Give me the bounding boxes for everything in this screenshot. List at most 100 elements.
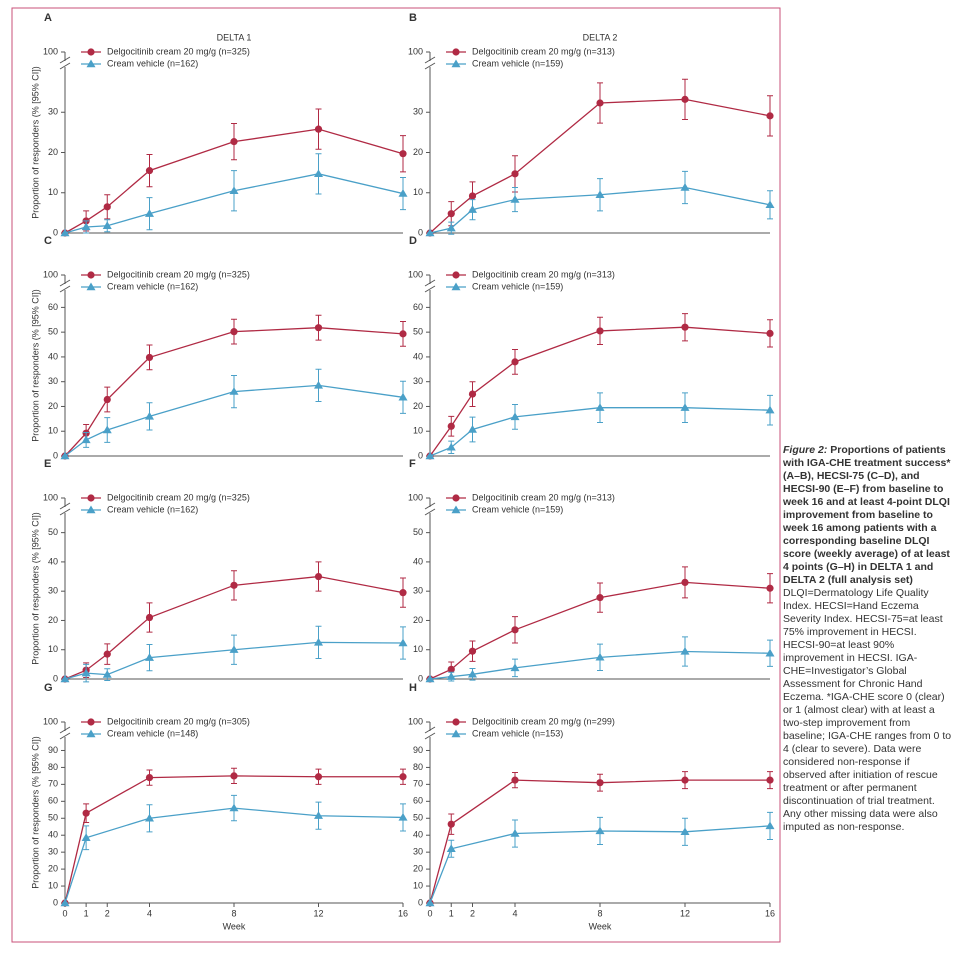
data-point [468,205,477,213]
data-point [765,405,775,414]
data-point [511,358,519,366]
data-point [102,425,112,434]
y-tick-label: 50 [48,527,58,537]
y-tick-label: 0 [418,673,423,683]
axis-break [59,726,71,734]
caption-text: DLQI=Dermatology Life Quality Index. HEC… [783,587,952,833]
y-tick-label: 40 [413,351,423,361]
y-axis-label: Proportion of responders (% [95% CI]) [30,736,40,889]
y-tick-label: 40 [48,351,58,361]
y-tick-label: 30 [413,586,423,596]
data-point [145,353,154,362]
axis-break [59,502,71,510]
x-tick-label: 0 [62,908,67,918]
y-tick-label: 100 [408,269,423,279]
data-point [468,192,477,200]
data-point [230,328,238,336]
data-point [595,403,605,411]
data-point [511,170,519,178]
series-line [429,779,770,904]
y-tick-label: 30 [413,376,423,386]
y-axis-label: Proportion of responders (% [95% CI]) [30,66,40,219]
data-point [680,646,690,655]
y-tick-label: 40 [413,556,423,566]
y-tick-label: 20 [413,615,423,625]
legend-label: Cream vehicle (n=153) [472,728,563,738]
data-point [314,811,323,819]
data-point [680,827,690,836]
legend-label: Delgocitinib cream 20 mg/g (n=325) [107,492,250,502]
y-tick-label: 50 [413,527,423,537]
y-tick-label: 20 [413,863,423,873]
legend-marker [452,494,460,502]
legend-marker [86,282,96,291]
legend-marker [452,271,460,279]
y-tick-label: 10 [48,880,58,890]
y-tick-label: 50 [48,327,58,337]
x-axis-label: Week [589,921,612,931]
data-point [765,821,775,830]
data-point [102,670,112,678]
data-point [145,209,154,217]
panel-letter: B [409,12,417,24]
data-point [681,578,689,587]
y-tick-label: 0 [53,227,58,237]
legend-marker [87,718,95,726]
data-point [511,626,519,634]
data-point [765,200,775,209]
legend-label: Delgocitinib cream 20 mg/g (n=313) [472,46,615,56]
y-tick-label: 40 [48,556,58,566]
panel-title: DELTA 1 [217,32,252,42]
data-point [425,228,435,237]
y-tick-label: 60 [413,796,423,806]
y-tick-label: 10 [48,426,58,436]
legend-label: Cream vehicle (n=159) [472,281,563,291]
data-point [468,390,477,398]
legend-marker [86,59,96,68]
data-point [314,637,323,646]
y-tick-label: 30 [48,847,58,857]
y-axis-label: Proportion of responders (% [95% CI]) [30,289,40,442]
axis-break [424,508,436,516]
legend-label: Delgocitinib cream 20 mg/g (n=313) [472,492,615,502]
axis-break [424,56,436,64]
y-tick-label: 100 [408,492,423,502]
data-point [102,221,112,229]
legend-marker [451,505,461,514]
y-tick-label: 20 [48,863,58,873]
y-tick-label: 0 [418,897,423,907]
data-point [81,222,91,231]
data-point [681,95,689,103]
data-point [145,813,154,822]
data-point [681,776,689,784]
legend-label: Delgocitinib cream 20 mg/g (n=313) [472,269,615,279]
legend-label: Cream vehicle (n=148) [107,728,198,738]
legend-marker [87,48,95,56]
data-point [229,387,239,395]
y-tick-label: 60 [413,302,423,312]
data-point [680,403,690,411]
legend-label: Cream vehicle (n=159) [472,504,563,514]
data-point [446,223,456,232]
y-tick-label: 50 [413,813,423,823]
data-point [399,773,407,781]
data-point [446,672,456,680]
y-tick-label: 10 [48,187,58,197]
y-tick-label: 90 [413,745,423,755]
data-point [229,186,239,194]
y-tick-label: 10 [413,644,423,654]
y-tick-label: 100 [43,492,58,502]
data-point [81,833,91,841]
x-tick-label: 16 [765,908,775,918]
legend-label: Cream vehicle (n=162) [107,281,198,291]
y-tick-label: 70 [48,779,58,789]
data-point [447,820,455,828]
panel-letter: C [44,235,52,247]
data-point [680,183,690,191]
y-tick-label: 10 [413,426,423,436]
axis-break [59,508,71,516]
y-tick-label: 0 [53,673,58,683]
data-point [425,451,435,460]
